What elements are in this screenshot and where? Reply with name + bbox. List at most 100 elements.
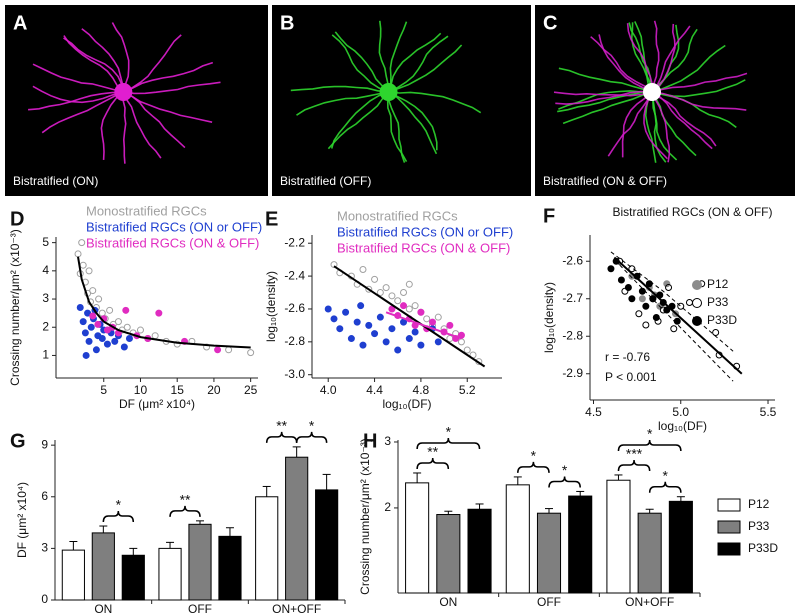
dendrite — [388, 91, 482, 114]
panel-letter: A — [13, 12, 27, 34]
point — [365, 321, 373, 329]
dendrite — [621, 91, 653, 158]
y-axis-title: DF (μm² x10⁴) — [15, 482, 29, 558]
legend-label: Bistratified RGCs (ON & OFF) — [86, 235, 259, 250]
dendrite — [388, 44, 463, 93]
point — [123, 323, 131, 331]
x-tick-label: 10 — [134, 383, 148, 397]
point — [79, 318, 87, 326]
x-tick-label: 4.5 — [585, 405, 602, 419]
dendrite — [330, 91, 389, 149]
point — [428, 318, 436, 326]
dendrite — [122, 91, 186, 149]
point — [376, 289, 384, 297]
legend-label: Bistratified RGCs (ON or OFF) — [337, 224, 513, 239]
point — [98, 309, 106, 317]
y-tick-label: 3 — [384, 434, 391, 448]
x-tick-label: 20 — [207, 383, 221, 397]
significance-bracket — [265, 431, 298, 443]
dendrite — [590, 36, 653, 93]
point — [173, 340, 181, 348]
bar — [668, 500, 693, 594]
dendrite — [387, 32, 442, 93]
y-axis-title: Crossing number/μm² (x10⁻³) — [8, 229, 22, 386]
significance-bracket — [102, 510, 135, 523]
bar — [218, 535, 242, 601]
significance-label: * — [309, 418, 315, 434]
dendrite — [626, 23, 654, 93]
x-axis-title: log₁₀(DF) — [658, 419, 707, 433]
fit-line — [619, 264, 734, 382]
x-tick-label: 5.2 — [459, 383, 476, 397]
legend-label: P33 — [748, 519, 770, 533]
point — [411, 302, 419, 310]
panel-letter: D — [10, 208, 24, 230]
bar — [405, 482, 430, 594]
y-tick-label: 3 — [41, 541, 48, 555]
dendrite — [388, 91, 438, 151]
annotation: P < 0.001 — [605, 370, 657, 384]
point — [417, 341, 425, 349]
point — [642, 321, 650, 329]
point — [685, 299, 693, 306]
x-tick-label: ON — [94, 602, 112, 616]
y-axis-title: Crossing number/μm² (x10⁻³) — [358, 438, 372, 595]
dendrite — [634, 21, 653, 93]
point — [111, 337, 119, 345]
significance-bracket — [648, 481, 682, 493]
dendrite — [63, 35, 124, 93]
point — [79, 261, 87, 269]
point — [645, 280, 653, 288]
dendrite — [81, 28, 125, 93]
point — [347, 335, 355, 343]
point — [359, 266, 367, 274]
point — [95, 295, 103, 303]
point — [87, 323, 95, 331]
dendrite — [651, 91, 667, 163]
dendrite — [651, 91, 717, 147]
point — [81, 329, 89, 337]
dendrite — [32, 85, 124, 104]
point — [371, 275, 379, 283]
fit-line — [385, 311, 462, 340]
point — [103, 340, 111, 348]
dendrites — [28, 20, 748, 164]
point — [635, 310, 643, 318]
significance-label: ** — [427, 444, 438, 460]
point — [665, 284, 673, 291]
dendrite — [334, 31, 390, 93]
point — [120, 343, 128, 351]
y-tick-label: 0 — [41, 592, 48, 606]
point — [106, 306, 114, 314]
point — [98, 335, 106, 343]
dendrite — [557, 91, 653, 113]
point — [74, 250, 82, 258]
bar — [285, 456, 309, 601]
panel-letter: F — [543, 205, 555, 227]
image-label: Bistratified (ON & OFF) — [543, 174, 667, 188]
point — [663, 280, 671, 288]
point — [411, 328, 419, 336]
point — [359, 341, 367, 349]
dendrite — [28, 91, 124, 111]
dendrite — [63, 37, 125, 93]
x-tick-label: OFF — [188, 602, 212, 616]
bar — [467, 508, 492, 594]
panel-letter: C — [543, 12, 557, 34]
point — [78, 239, 86, 247]
point — [225, 346, 233, 354]
y-tick-label: -2.6 — [284, 301, 305, 315]
point — [642, 302, 650, 310]
dendrite — [562, 91, 653, 125]
x-tick-label: OFF — [537, 595, 561, 609]
point — [607, 265, 615, 273]
y-tick-label: 4 — [42, 263, 49, 277]
image-label: Bistratified (OFF) — [280, 174, 371, 188]
y-tick-label: -2.7 — [562, 291, 583, 305]
point — [417, 308, 425, 316]
legend-swatch — [717, 520, 741, 534]
point — [125, 335, 133, 343]
point — [103, 326, 111, 334]
point — [405, 305, 413, 313]
